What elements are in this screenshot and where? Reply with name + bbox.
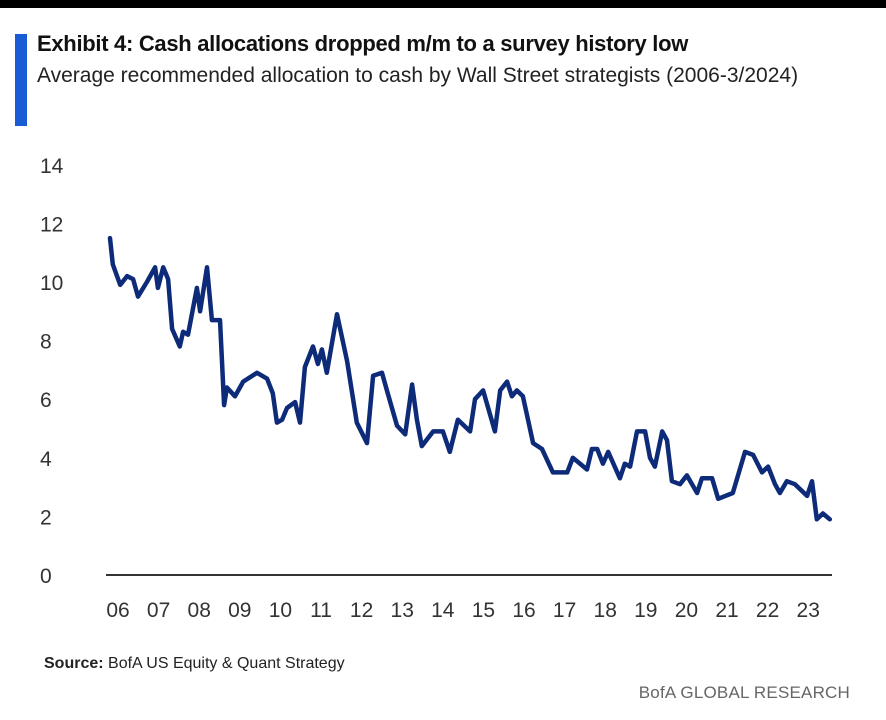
source-text: BofA US Equity & Quant Strategy	[108, 655, 345, 672]
x-tick-label: 16	[512, 599, 535, 622]
x-tick-label: 18	[594, 599, 617, 622]
x-tick-label: 23	[797, 599, 820, 622]
x-tick-label: 14	[431, 599, 455, 622]
x-tick-label: 21	[715, 599, 738, 622]
y-tick-label: 6	[40, 389, 52, 412]
series-line-cash-allocation	[107, 235, 833, 522]
top-black-bar	[0, 0, 886, 8]
title-accent-bar	[15, 34, 27, 126]
y-tick-label: 2	[40, 506, 52, 529]
x-tick-label: 12	[350, 599, 373, 622]
x-tick-label: 09	[228, 599, 251, 622]
y-tick-label: 14	[40, 155, 64, 178]
y-tick-label: 12	[40, 213, 63, 236]
x-tick-label: 06	[106, 599, 129, 622]
x-tick-label: 17	[553, 599, 576, 622]
chart-title: Exhibit 4: Cash allocations dropped m/m …	[37, 31, 689, 56]
x-tick-label: 15	[472, 599, 495, 622]
y-tick-label: 8	[40, 331, 52, 354]
y-tick-label: 10	[40, 272, 63, 295]
x-tick-label: 22	[756, 599, 779, 622]
source-label: Source:	[44, 655, 104, 672]
chart-subtitle: Average recommended allocation to cash b…	[37, 64, 799, 87]
source-note: Source: BofA US Equity & Quant Strategy	[44, 655, 345, 673]
x-tick-label: 08	[188, 599, 211, 622]
x-tick-label: 10	[269, 599, 292, 622]
x-tick-label: 20	[675, 599, 698, 622]
x-tick-label: 13	[391, 599, 414, 622]
y-tick-label: 4	[40, 448, 52, 471]
x-tick-label: 07	[147, 599, 170, 622]
x-tick-label: 11	[310, 599, 332, 622]
y-tick-label: 0	[40, 565, 52, 588]
brand-logo-text: BofA GLOBAL RESEARCH	[638, 683, 850, 702]
x-tick-label: 19	[634, 599, 657, 622]
